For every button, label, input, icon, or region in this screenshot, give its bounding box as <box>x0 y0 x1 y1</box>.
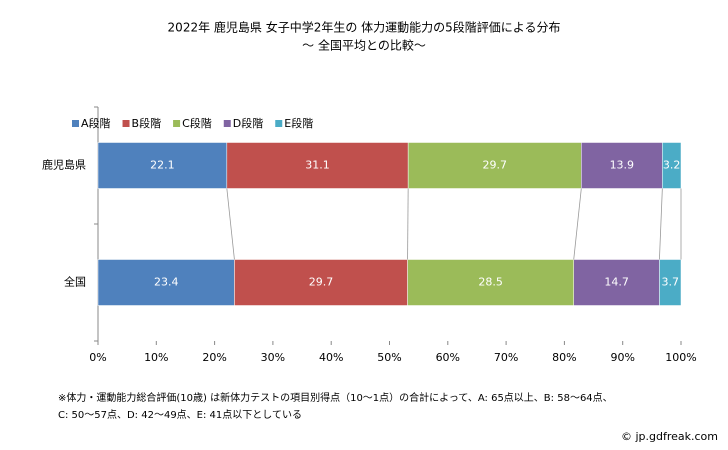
bar-segment <box>407 259 574 306</box>
connector <box>226 188 235 260</box>
bar-segment <box>407 142 582 189</box>
source: © jp.gdfreak.com <box>621 430 718 443</box>
x-tick-label: 10% <box>144 351 168 364</box>
legend-label: D段階 <box>233 116 263 130</box>
data-label: 23.4 <box>154 276 179 289</box>
bar-segment <box>659 259 682 306</box>
legend-swatch <box>122 120 130 127</box>
x-tick-label: 90% <box>610 351 634 364</box>
connector <box>407 188 409 260</box>
x-tick-label: 100% <box>665 351 696 364</box>
connector <box>659 188 663 260</box>
data-label: 13.9 <box>610 159 635 172</box>
legend-label: B段階 <box>132 116 162 130</box>
data-label: 14.7 <box>604 276 629 289</box>
x-tick-label: 70% <box>494 351 518 364</box>
x-tick-label: 50% <box>377 351 401 364</box>
data-label: 29.7 <box>482 159 507 172</box>
bar-segment <box>581 142 663 189</box>
x-tick-label: 60% <box>436 351 460 364</box>
bar-segment <box>662 142 682 189</box>
x-tick-label: 0% <box>89 351 106 364</box>
x-tick-label: 40% <box>319 351 343 364</box>
bar-segment <box>97 142 228 189</box>
data-label: 22.1 <box>150 159 175 172</box>
data-label: 29.7 <box>309 276 334 289</box>
legend-swatch <box>275 120 283 127</box>
legend-swatch <box>173 120 181 127</box>
data-label: 28.5 <box>478 276 503 289</box>
connector <box>573 188 582 260</box>
x-tick-label: 30% <box>261 351 285 364</box>
legend-swatch <box>223 120 231 127</box>
legend-label: C段階 <box>182 116 212 130</box>
bar-segment <box>573 259 660 306</box>
legend-label: A段階 <box>81 116 111 130</box>
footnote: C: 50〜57点、D: 42〜49点、E: 41点以下としている <box>58 409 302 421</box>
data-label: 3.2 <box>663 159 681 172</box>
footnote: ※体力・運動能力総合評価(10歳) は新体力テストの項目別得点（10〜1点）の合… <box>58 391 613 404</box>
legend-swatch <box>72 120 79 127</box>
data-label: 3.7 <box>661 276 679 289</box>
x-tick-label: 80% <box>552 351 576 364</box>
x-tick-label: 20% <box>202 351 226 364</box>
data-label: 31.1 <box>305 159 330 172</box>
chart-title: 2022年 鹿児島県 女子中学2年生の 体力運動能力の5段階評価による分布 <box>168 20 561 35</box>
legend-label: E段階 <box>284 116 313 130</box>
chart-subtitle: ～ 全国平均との比較～ <box>302 38 426 53</box>
bar-segment <box>234 259 408 306</box>
y-tick-label: 全国 <box>64 275 86 289</box>
y-tick-label: 鹿児島県 <box>42 158 86 172</box>
